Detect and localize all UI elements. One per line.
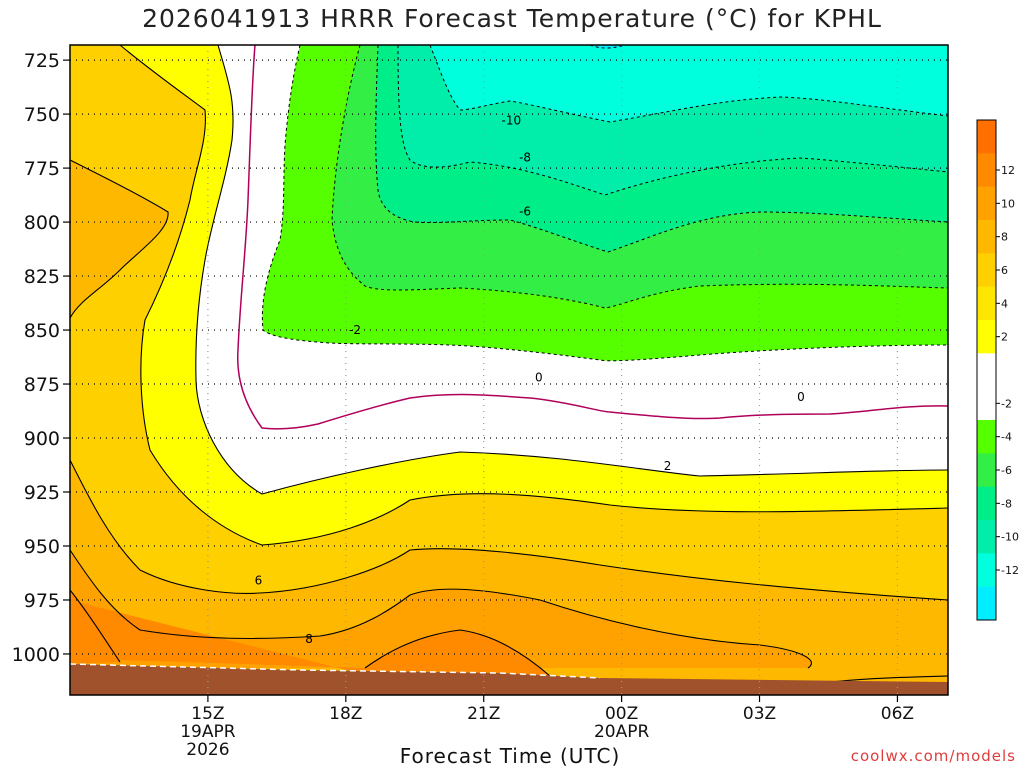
colorbar-label: -12	[1001, 564, 1019, 577]
colorbar-label: -6	[1001, 464, 1012, 477]
x-tick-label: 2026	[186, 740, 229, 760]
contour-plus-10-b	[364, 629, 551, 677]
colorbar-label: -8	[1001, 497, 1012, 510]
contour-label: -8	[519, 150, 531, 164]
x-tick-label: 21Z	[467, 704, 500, 724]
terrain	[70, 664, 948, 695]
x-tick-label: 18Z	[329, 704, 362, 724]
colorbar-bin	[977, 320, 996, 354]
colorbar-bin	[977, 286, 996, 321]
contour-minus-8	[397, 44, 949, 196]
colorbar-label: 4	[1001, 297, 1008, 310]
contour-label: 6	[255, 574, 263, 588]
colorbar-bin	[977, 186, 996, 221]
colorbar-label: 12	[1001, 164, 1015, 177]
y-tick-label: 725	[24, 50, 60, 72]
x-tick-label: 06Z	[881, 704, 914, 724]
y-tick-label: 950	[24, 536, 60, 558]
colorbar-label: 10	[1001, 197, 1015, 210]
colorbar-bin	[977, 353, 996, 387]
x-tick-label: 20APR	[594, 722, 650, 742]
contour-plus-2	[195, 44, 949, 495]
contour-label: 0	[535, 371, 543, 385]
colorbar-bin	[977, 120, 996, 154]
contour-plus-4	[119, 44, 949, 546]
colorbar-bin	[977, 153, 996, 187]
colorbar-bin	[977, 586, 996, 621]
plot-frame	[69, 44, 949, 696]
colorbar-bin	[977, 520, 996, 554]
y-tick-label: 1000	[12, 644, 60, 666]
colorbar-label: 2	[1001, 331, 1008, 344]
contour-label: 8	[305, 632, 313, 646]
contour-minus-6	[375, 44, 949, 253]
contour-lines-dashed	[261, 44, 949, 362]
colorbar-bin	[977, 553, 996, 587]
contour-labels: -10 -8 -6 -2 0 0 2 6 8	[255, 114, 805, 646]
colorbar-bin	[977, 453, 996, 487]
contour-minus-10	[429, 44, 949, 123]
contour-minus-4	[331, 44, 949, 309]
colorbar-bin	[977, 220, 996, 254]
colorbar-label: -4	[1001, 431, 1012, 444]
x-tick-label: 15Z	[191, 704, 224, 724]
colorbar: 12 10 8 6 4 2 -2 -4 -6 -8 -10 -12	[976, 119, 1019, 621]
y-axis: 725 750 775 800 825 850 875 900 925 950 975 1000	[12, 50, 70, 666]
y-tick-label: 925	[24, 482, 60, 504]
colorbar-label: -2	[1001, 397, 1012, 410]
y-tick-label: 850	[24, 320, 60, 342]
contour-plus-6	[69, 459, 949, 601]
temp-bin-plus-10-to-12-2	[70, 590, 120, 664]
x-tick-label: 03Z	[743, 704, 776, 724]
contour-label: -2	[349, 323, 361, 337]
colorbar-label: 8	[1001, 231, 1008, 244]
y-tick-label: 900	[24, 428, 60, 450]
contour-label: -6	[519, 204, 531, 218]
colorbar-label: -10	[1001, 531, 1019, 544]
y-tick-label: 975	[24, 590, 60, 612]
contour-label: 0	[797, 390, 805, 404]
contour-plus-6-upper	[69, 159, 169, 319]
colorbar-frame	[976, 119, 997, 621]
x-tick-label: 19APR	[180, 722, 236, 742]
page-title: 2026041913 HRRR Forecast Temperature (°C…	[142, 4, 882, 33]
plot-area	[69, 44, 949, 695]
colorbar-label: 6	[1001, 264, 1008, 277]
temp-bin-minus-10-to-12	[430, 45, 948, 122]
contour-lines	[69, 44, 949, 683]
temp-bin-plus-4-to-6	[70, 45, 948, 695]
y-tick-label: 875	[24, 374, 60, 396]
y-tick-label: 825	[24, 266, 60, 288]
contour-plus-10	[69, 589, 121, 663]
y-tick-label: 800	[24, 212, 60, 234]
contour-minus-2	[261, 44, 949, 362]
x-axis-label: Forecast Time (UTC)	[399, 744, 621, 768]
credit-link[interactable]: coolwx.com/models	[850, 747, 1016, 765]
grid-lines	[70, 45, 948, 695]
y-tick-label: 775	[24, 158, 60, 180]
contour-label: -10	[501, 114, 521, 128]
colorbar-bin	[977, 420, 996, 454]
colorbar-bin	[977, 386, 996, 421]
contour-plus-8	[69, 549, 812, 669]
colorbar-bin	[977, 486, 996, 521]
terrain-edge	[69, 663, 601, 679]
temp-bin-minus-12-to-14	[590, 45, 625, 49]
y-tick-label: 750	[24, 104, 60, 126]
temp-bin-plus-10-to-12	[70, 600, 550, 676]
contour-zero	[236, 44, 949, 430]
x-tick-label: 00Z	[605, 704, 638, 724]
contour-label: 2	[664, 459, 672, 473]
colorbar-bin	[977, 253, 996, 287]
